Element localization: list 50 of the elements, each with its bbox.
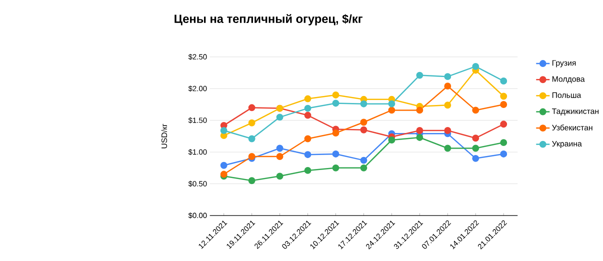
chart-title: Цены на тепличный огурец, $/кг (174, 14, 362, 26)
point (220, 126, 228, 134)
point (444, 144, 452, 152)
point (500, 120, 508, 128)
point (304, 151, 312, 158)
point (304, 112, 312, 119)
point (304, 166, 312, 174)
point (220, 162, 228, 169)
point (304, 135, 312, 142)
point (304, 104, 312, 112)
point (416, 126, 424, 134)
point (416, 134, 424, 141)
point (276, 152, 284, 160)
point (500, 77, 508, 84)
point (416, 106, 424, 114)
point (332, 164, 340, 172)
point (472, 154, 480, 162)
point (360, 118, 368, 126)
point (360, 100, 368, 108)
point (276, 144, 284, 152)
point (472, 134, 480, 142)
point (444, 102, 452, 108)
point (248, 104, 256, 112)
point (388, 136, 396, 144)
point (388, 106, 396, 114)
point (472, 62, 480, 70)
point (500, 100, 508, 108)
point (472, 144, 480, 152)
point (332, 100, 340, 107)
point (360, 126, 368, 134)
point (444, 126, 452, 134)
point (276, 172, 284, 180)
point (444, 82, 452, 90)
point (500, 150, 508, 158)
point (332, 150, 340, 158)
point (360, 164, 368, 172)
point (500, 92, 508, 100)
point (276, 114, 284, 121)
point (332, 91, 340, 98)
point (360, 156, 368, 164)
point (248, 119, 256, 126)
point (332, 129, 340, 136)
point (248, 135, 256, 142)
point (500, 138, 508, 146)
point (472, 106, 480, 114)
point (304, 95, 312, 102)
point (388, 100, 396, 108)
point (248, 177, 256, 184)
point (416, 72, 424, 79)
point (444, 73, 452, 80)
